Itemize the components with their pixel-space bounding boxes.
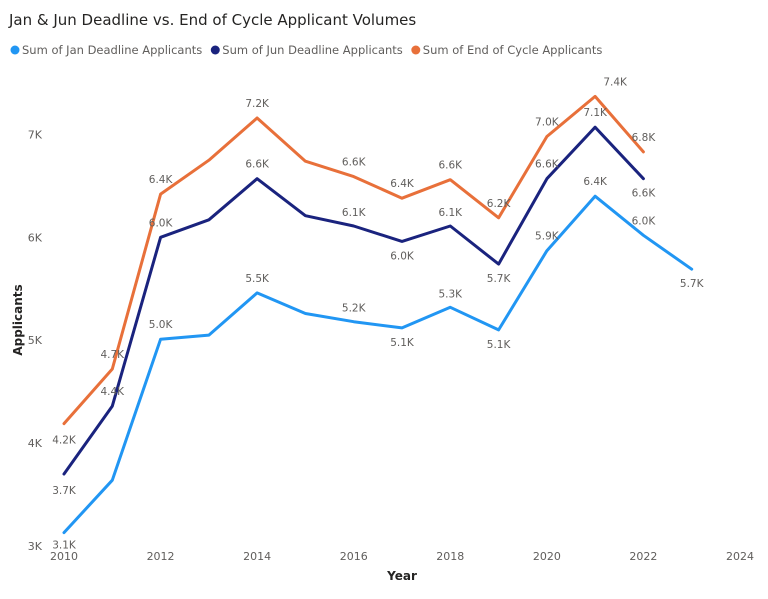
y-axis-title: Applicants: [11, 284, 25, 355]
y-axis-ticks: 3K 4K 5K 6K 7K: [28, 128, 43, 553]
data-label: 7.1K: [583, 107, 608, 119]
data-label: 4.4K: [100, 386, 125, 398]
data-label: 6.0K: [632, 215, 657, 227]
data-label: 5.1K: [487, 339, 512, 351]
legend-marker: [411, 45, 421, 55]
x-tick-label: 2016: [340, 550, 368, 563]
y-tick-label: 4K: [28, 437, 43, 450]
data-label: 5.5K: [245, 273, 270, 285]
legend-label[interactable]: Sum of Jan Deadline Applicants: [22, 43, 202, 57]
data-label: 5.3K: [438, 288, 463, 300]
data-label: 5.2K: [342, 303, 367, 315]
data-label: 6.6K: [342, 157, 367, 169]
data-label: 6.6K: [245, 159, 270, 171]
data-label: 5.9K: [535, 231, 560, 243]
data-label: 6.8K: [632, 132, 657, 144]
legend-label[interactable]: Sum of End of Cycle Applicants: [423, 43, 603, 57]
x-tick-label: 2018: [436, 550, 464, 563]
legend-label[interactable]: Sum of Jun Deadline Applicants: [222, 43, 403, 57]
y-tick-label: 6K: [28, 231, 43, 244]
series-line[interactable]: [62, 194, 694, 535]
data-label: 5.0K: [149, 319, 174, 331]
data-label: 6.4K: [583, 176, 608, 188]
data-labels: 3.1K 5.0K 5.5K 5.2K 5.1K 5.3K 5.1K 5.9K 6.4K 6.0K…: [52, 76, 704, 551]
legend[interactable]: Sum of Jan Deadline Applicants Sum of Jun…: [10, 43, 603, 57]
y-tick-label: 5K: [28, 334, 43, 347]
x-tick-label: 2020: [533, 550, 561, 563]
data-label: 6.4K: [149, 174, 174, 186]
data-label: 6.2K: [487, 198, 512, 210]
data-label: 5.7K: [487, 273, 512, 285]
data-label: 7.0K: [535, 117, 560, 129]
data-label: 7.4K: [603, 76, 628, 88]
data-label: 7.2K: [245, 98, 270, 110]
data-label: 5.1K: [390, 337, 415, 349]
data-label: 3.1K: [52, 540, 77, 552]
x-axis-title: Year: [386, 569, 417, 583]
x-tick-label: 2012: [147, 550, 175, 563]
legend-marker: [10, 45, 20, 55]
data-label: 5.7K: [680, 278, 705, 290]
data-label: 6.6K: [535, 159, 560, 171]
chart-title: Jan & Jun Deadline vs. End of Cycle Appl…: [8, 11, 416, 29]
x-tick-label: 2024: [726, 550, 754, 563]
data-label: 4.7K: [100, 349, 125, 361]
data-label: 3.7K: [52, 485, 77, 497]
y-tick-label: 7K: [28, 128, 43, 141]
data-label: 6.0K: [149, 217, 174, 229]
x-tick-label: 2010: [50, 550, 78, 563]
data-label: 6.4K: [390, 178, 415, 190]
y-tick-label: 3K: [28, 540, 43, 553]
legend-marker: [210, 45, 220, 55]
data-label: 6.1K: [342, 207, 367, 219]
x-tick-label: 2014: [243, 550, 271, 563]
data-label: 6.1K: [438, 207, 463, 219]
x-tick-label: 2022: [629, 550, 657, 563]
series-line[interactable]: [62, 94, 645, 426]
data-label: 6.6K: [438, 160, 463, 172]
data-label: 6.0K: [390, 250, 415, 262]
series-line[interactable]: [62, 125, 645, 476]
series-lines: [62, 94, 694, 535]
x-axis-ticks: 2010 2012 2014 2016 2018 2020 2022 2024: [50, 550, 754, 563]
data-label: 4.2K: [52, 435, 77, 447]
data-label: 6.6K: [632, 188, 657, 200]
